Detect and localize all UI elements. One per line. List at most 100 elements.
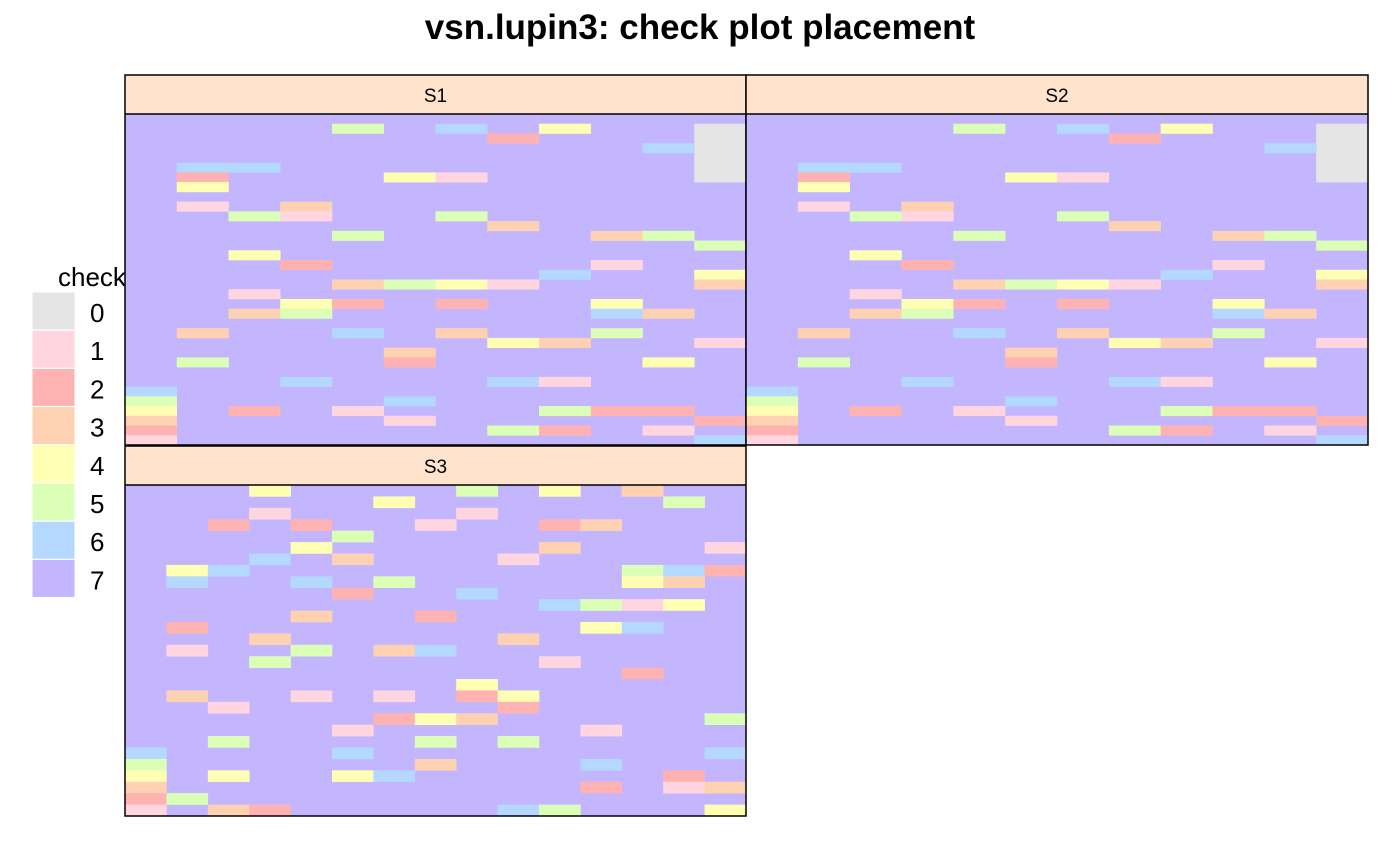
- heatmap-cell: [487, 337, 540, 348]
- heatmap-cell: [1005, 172, 1058, 183]
- heatmap-cell: [704, 747, 747, 760]
- heatmap-cell: [694, 162, 747, 173]
- heatmap-cell: [642, 143, 695, 154]
- legend-swatch-1: [31, 329, 76, 369]
- heatmap-cell: [1316, 162, 1369, 173]
- heatmap-cell: [280, 201, 333, 212]
- heatmap-cell: [249, 633, 291, 646]
- heatmap-cell: [373, 713, 416, 725]
- legend-swatch-3: [31, 406, 76, 446]
- heatmap-cell: [497, 553, 540, 566]
- heatmap-cell: [125, 804, 167, 817]
- heatmap-cell: [249, 553, 291, 566]
- heatmap-cell: [249, 507, 291, 520]
- heatmap-cell: [694, 415, 747, 426]
- heatmap-cell: [539, 542, 581, 554]
- heatmap-cell: [1264, 425, 1317, 436]
- legend-label-3: 3: [90, 413, 104, 443]
- heatmap-cell: [456, 485, 498, 497]
- heatmap-cell: [383, 347, 436, 358]
- heatmap-cell: [590, 260, 643, 271]
- heatmap-cell: [207, 564, 250, 577]
- heatmap-cell: [539, 376, 592, 387]
- heatmap-cell: [456, 587, 498, 600]
- heatmap-cell: [176, 201, 229, 212]
- heatmap-cell: [590, 308, 643, 319]
- heatmap-cell: [414, 644, 457, 657]
- heatmap-cell: [953, 230, 1006, 241]
- panel-strip: [125, 75, 746, 114]
- heatmap-cell: [694, 269, 747, 280]
- legend-swatch-7: [31, 558, 76, 598]
- heatmap-cell: [1005, 357, 1058, 368]
- heatmap-cell: [539, 269, 592, 280]
- heatmap-cell: [642, 425, 695, 436]
- heatmap-cell: [953, 298, 1006, 310]
- heatmap-cell: [290, 610, 333, 623]
- heatmap-cell: [1108, 425, 1161, 436]
- heatmap-cell: [125, 770, 167, 783]
- heatmap-cell: [435, 172, 488, 183]
- heatmap-cell: [704, 564, 747, 577]
- heatmap-cell: [456, 690, 498, 703]
- heatmap-cell: [332, 724, 374, 737]
- heatmap-cell: [1316, 152, 1369, 163]
- heatmap-cell: [280, 308, 333, 319]
- heatmap-cell: [663, 496, 705, 509]
- heatmap-cell: [228, 250, 281, 261]
- heatmap-cell: [590, 298, 643, 310]
- heatmap-cell: [1057, 279, 1110, 290]
- heatmap-cell: [621, 564, 664, 577]
- heatmap-cell: [849, 250, 902, 261]
- heatmap-cell: [125, 406, 178, 417]
- heatmap-cell: [228, 308, 281, 319]
- heatmap-cell: [125, 425, 178, 436]
- heatmap-cell: [487, 133, 540, 144]
- heatmap-cell: [280, 211, 333, 222]
- heatmap-cell: [849, 308, 902, 319]
- heatmap-cell: [953, 328, 1006, 339]
- panels: S1 S2 S3: [124, 74, 1369, 817]
- heatmap-cell: [1057, 328, 1110, 339]
- heatmap-cell: [580, 519, 623, 531]
- legend-swatch-5: [31, 482, 76, 522]
- heatmap-cell: [849, 162, 902, 173]
- heatmap-cell: [332, 553, 374, 566]
- heatmap-cell: [953, 406, 1006, 417]
- heatmap-cell: [290, 576, 333, 589]
- heatmap-cell: [487, 425, 540, 436]
- legend-swatch-2: [31, 367, 76, 407]
- heatmap-cell: [125, 758, 167, 771]
- heatmap-cell: [1108, 337, 1161, 348]
- heatmap-cell: [1160, 406, 1213, 417]
- heatmap-cell: [373, 770, 416, 783]
- heatmap-cell: [901, 260, 954, 271]
- heatmap-cell: [456, 507, 498, 520]
- heatmap-cell: [383, 357, 436, 368]
- heatmap-cell: [383, 172, 436, 183]
- heatmap-cell: [414, 713, 457, 725]
- heatmap-cell: [539, 519, 581, 531]
- heatmap-cell: [663, 576, 705, 589]
- heatmap-cell: [414, 736, 457, 748]
- heatmap-cell: [125, 793, 167, 805]
- heatmap-cell: [694, 435, 747, 446]
- heatmap-cell: [694, 172, 747, 183]
- heatmap-cell: [414, 610, 457, 623]
- heatmap-cell: [176, 182, 229, 193]
- heatmap-cell: [207, 519, 250, 531]
- panel-strip: [125, 446, 746, 485]
- heatmap-cell: [487, 376, 540, 387]
- heatmap-cell: [497, 804, 540, 817]
- heatmap-cell: [290, 644, 333, 657]
- heatmap-cell: [207, 770, 250, 783]
- panel-strip-label: S3: [424, 457, 447, 478]
- heatmap-cell: [125, 415, 178, 426]
- legend-swatch-0: [31, 291, 76, 331]
- heatmap-cell: [1057, 298, 1110, 310]
- panel-S1: S1: [124, 74, 747, 446]
- heatmap-cell: [642, 357, 695, 368]
- heatmap-cell: [1316, 269, 1369, 280]
- heatmap-cell: [694, 240, 747, 251]
- heatmap-cell: [1316, 133, 1369, 144]
